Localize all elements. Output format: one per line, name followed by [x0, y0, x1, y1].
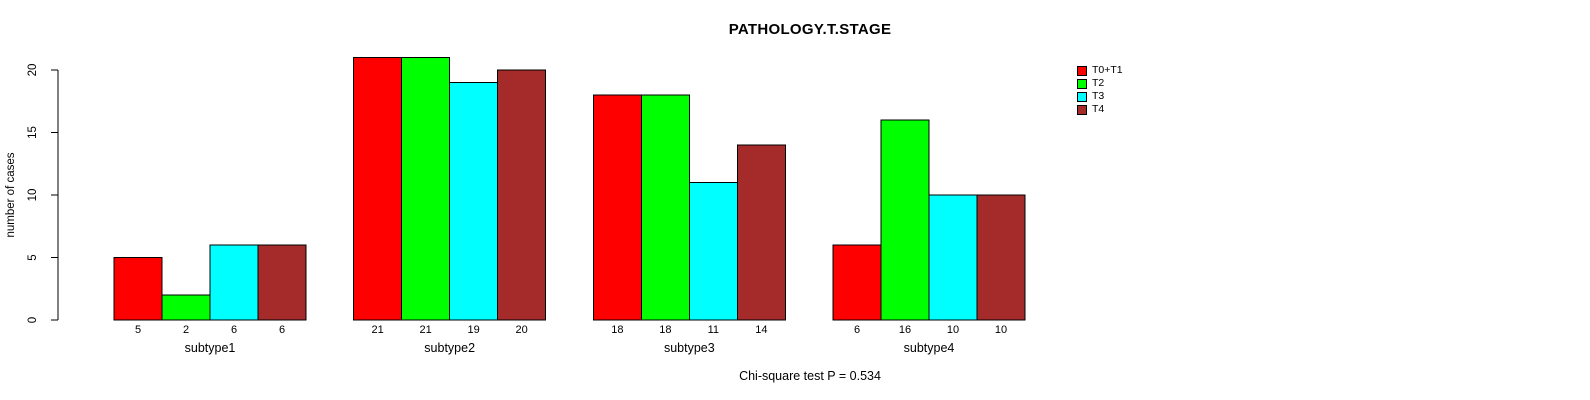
bar-value-label: 19	[468, 324, 480, 336]
legend-label: T4	[1092, 103, 1105, 115]
bar-value-label: 18	[611, 324, 623, 336]
y-tick-label: 20	[27, 64, 39, 77]
bar-value-label: 2	[183, 324, 189, 336]
y-tick-label: 15	[27, 126, 39, 139]
chi-square-note: Chi-square test P = 0.534	[739, 369, 881, 383]
legend: T0+T1 T2 T3 T4	[1077, 64, 1123, 116]
group-label: subtype2	[424, 341, 475, 355]
bar-subtype1-T4	[257, 244, 307, 321]
bar-subtype3-T3	[688, 182, 738, 321]
bar-subtype4-T4	[976, 194, 1026, 321]
bar-subtype2-T0+T1	[353, 57, 403, 321]
bar-value-label: 6	[279, 324, 285, 336]
bar-value-label: 5	[135, 324, 141, 336]
group-label: subtype3	[664, 341, 715, 355]
group-label: subtype1	[185, 341, 236, 355]
bar-subtype1-T3	[209, 244, 259, 321]
legend-swatch-icon	[1077, 78, 1087, 89]
group-label: subtype4	[904, 341, 955, 355]
bar-subtype4-T3	[928, 194, 978, 321]
bar-subtype1-T0+T1	[113, 257, 163, 321]
legend-item: T0+T1	[1077, 64, 1123, 77]
bar-value-label: 20	[516, 324, 528, 336]
legend-item: T4	[1077, 103, 1123, 116]
chart-title: PATHOLOGY.T.STAGE	[728, 21, 892, 38]
bar-subtype2-T3	[449, 82, 499, 321]
bar-subtype3-T4	[736, 144, 786, 321]
legend-swatch-icon	[1077, 104, 1087, 115]
y-axis-title: number of cases	[5, 152, 17, 237]
bar-value-label: 14	[755, 324, 767, 336]
bar-value-label: 10	[947, 324, 959, 336]
bar-subtype4-T0+T1	[832, 244, 882, 321]
bar-subtype3-T0+T1	[592, 94, 642, 321]
legend-item: T3	[1077, 90, 1123, 103]
bar-value-label: 6	[854, 324, 860, 336]
bar-value-label: 6	[231, 324, 237, 336]
legend-swatch-icon	[1077, 91, 1087, 102]
bar-value-label: 21	[372, 324, 384, 336]
y-tick-label: 10	[27, 189, 39, 202]
bar-value-label: 21	[420, 324, 432, 336]
y-tick-label: 5	[27, 254, 39, 260]
bar-subtype4-T2	[880, 119, 930, 321]
bar-subtype2-T4	[497, 69, 547, 321]
legend-swatch-icon	[1077, 65, 1087, 76]
bar-value-label: 11	[708, 324, 719, 336]
bar-subtype2-T2	[401, 57, 451, 321]
bar-subtype3-T2	[640, 94, 690, 321]
bar-value-label: 10	[995, 324, 1007, 336]
legend-label: T2	[1092, 77, 1105, 89]
bar-subtype1-T2	[161, 294, 211, 321]
legend-label: T0+T1	[1092, 64, 1123, 76]
y-tick-label: 0	[27, 317, 39, 323]
bar-value-label: 18	[659, 324, 671, 336]
bar-value-label: 16	[899, 324, 911, 336]
legend-label: T3	[1092, 90, 1105, 102]
legend-item: T2	[1077, 77, 1123, 90]
